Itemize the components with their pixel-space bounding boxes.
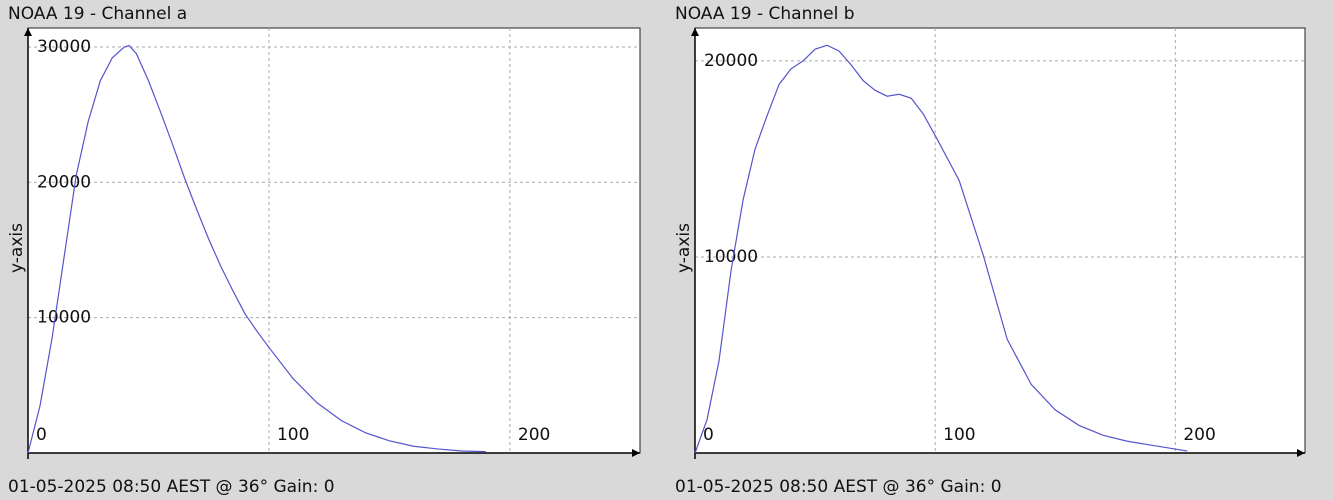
y-tick-label: 10000 [704, 247, 758, 267]
x-tick-label: 100 [943, 425, 975, 445]
y-axis-label: y-axis [7, 223, 27, 273]
x-axis-arrow [1297, 449, 1305, 457]
footer: 01-05-2025 08:50 AEST @ 36° Gain: 0 [675, 477, 1002, 497]
plot-area [694, 27, 1306, 454]
x-tick-label: 0 [36, 425, 47, 445]
chart-title: NOAA 19 - Channel b [675, 4, 855, 24]
y-tick-label: 30000 [37, 37, 91, 57]
x-tick-label: 200 [1183, 425, 1215, 445]
data-line [694, 44, 1188, 454]
y-tick-label: 10000 [37, 308, 91, 328]
y-axis-arrow [691, 28, 699, 36]
x-tick-label: 100 [277, 425, 309, 445]
chart-title: NOAA 19 - Channel a [8, 4, 187, 24]
x-tick-label: 0 [703, 425, 714, 445]
x-tick-label: 200 [518, 425, 550, 445]
data-line [27, 44, 486, 454]
y-axis-arrow [24, 28, 32, 36]
x-axis-arrow [632, 449, 640, 457]
y-tick-label: 20000 [37, 172, 91, 192]
plot-area [27, 27, 641, 454]
y-tick-label: 20000 [704, 51, 758, 71]
y-axis-label: y-axis [674, 223, 694, 273]
footer: 01-05-2025 08:50 AEST @ 36° Gain: 0 [8, 477, 335, 497]
